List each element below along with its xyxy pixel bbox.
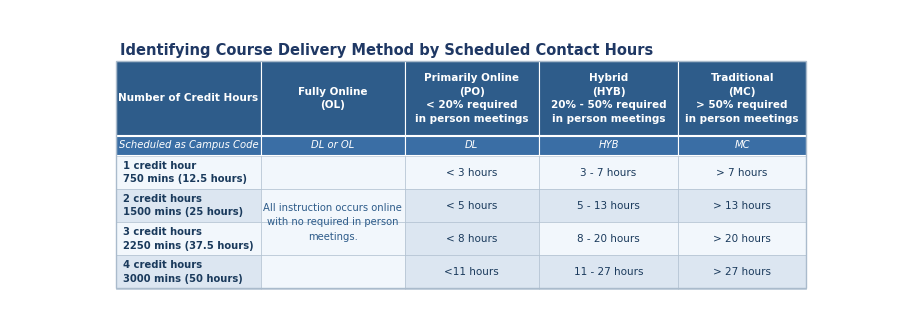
Text: < 8 hours: < 8 hours: [446, 234, 498, 244]
Text: 11 - 27 hours: 11 - 27 hours: [574, 267, 644, 277]
Text: 3 - 7 hours: 3 - 7 hours: [580, 168, 636, 178]
Bar: [405, 61, 539, 135]
Bar: [260, 61, 405, 135]
Bar: [116, 222, 260, 256]
Bar: [679, 61, 806, 135]
Bar: [539, 256, 679, 289]
Text: MC: MC: [734, 141, 750, 150]
Bar: [260, 256, 405, 289]
Text: > 20 hours: > 20 hours: [713, 234, 771, 244]
Bar: [260, 156, 405, 189]
Bar: [539, 136, 679, 155]
Bar: [405, 189, 539, 222]
Text: Number of Credit Hours: Number of Credit Hours: [119, 94, 258, 103]
Text: 2 credit hours
1500 mins (25 hours): 2 credit hours 1500 mins (25 hours): [123, 194, 244, 217]
Text: Scheduled as Campus Code: Scheduled as Campus Code: [119, 141, 258, 150]
Text: Traditional
(MC)
> 50% required
in person meetings: Traditional (MC) > 50% required in perso…: [686, 73, 799, 124]
Bar: [116, 256, 260, 289]
Bar: [116, 61, 260, 135]
Text: 4 credit hours
3000 mins (50 hours): 4 credit hours 3000 mins (50 hours): [123, 260, 243, 284]
Bar: [260, 222, 405, 256]
Bar: [679, 156, 806, 189]
Text: Fully Online
(OL): Fully Online (OL): [298, 87, 367, 110]
Text: > 27 hours: > 27 hours: [713, 267, 771, 277]
Text: < 3 hours: < 3 hours: [446, 168, 498, 178]
Text: HYB: HYB: [598, 141, 619, 150]
Bar: [679, 136, 806, 155]
Bar: [260, 189, 405, 222]
Bar: [539, 222, 679, 256]
Text: Identifying Course Delivery Method by Scheduled Contact Hours: Identifying Course Delivery Method by Sc…: [120, 43, 653, 58]
Text: > 13 hours: > 13 hours: [713, 201, 771, 211]
Text: < 5 hours: < 5 hours: [446, 201, 498, 211]
Text: > 7 hours: > 7 hours: [716, 168, 768, 178]
Bar: [116, 189, 260, 222]
Bar: [405, 156, 539, 189]
Bar: [539, 61, 679, 135]
Bar: [539, 189, 679, 222]
Text: Hybrid
(HYB)
20% - 50% required
in person meetings: Hybrid (HYB) 20% - 50% required in perso…: [551, 73, 666, 124]
Text: Primarily Online
(PO)
< 20% required
in person meetings: Primarily Online (PO) < 20% required in …: [415, 73, 528, 124]
Text: 5 - 13 hours: 5 - 13 hours: [577, 201, 640, 211]
Bar: [405, 256, 539, 289]
Text: DL: DL: [465, 141, 479, 150]
Text: DL or OL: DL or OL: [310, 141, 355, 150]
Bar: [405, 136, 539, 155]
Bar: [116, 156, 260, 189]
Text: 1 credit hour
750 mins (12.5 hours): 1 credit hour 750 mins (12.5 hours): [123, 161, 248, 184]
Bar: [679, 189, 806, 222]
Bar: [539, 156, 679, 189]
Bar: [260, 136, 405, 155]
Bar: [679, 256, 806, 289]
Text: All instruction occurs online
with no required in person
meetings.: All instruction occurs online with no re…: [263, 202, 402, 242]
Text: 8 - 20 hours: 8 - 20 hours: [577, 234, 640, 244]
Bar: [679, 222, 806, 256]
Text: 3 credit hours
2250 mins (37.5 hours): 3 credit hours 2250 mins (37.5 hours): [123, 227, 254, 251]
Text: <11 hours: <11 hours: [445, 267, 500, 277]
Bar: [405, 222, 539, 256]
Bar: [116, 136, 260, 155]
